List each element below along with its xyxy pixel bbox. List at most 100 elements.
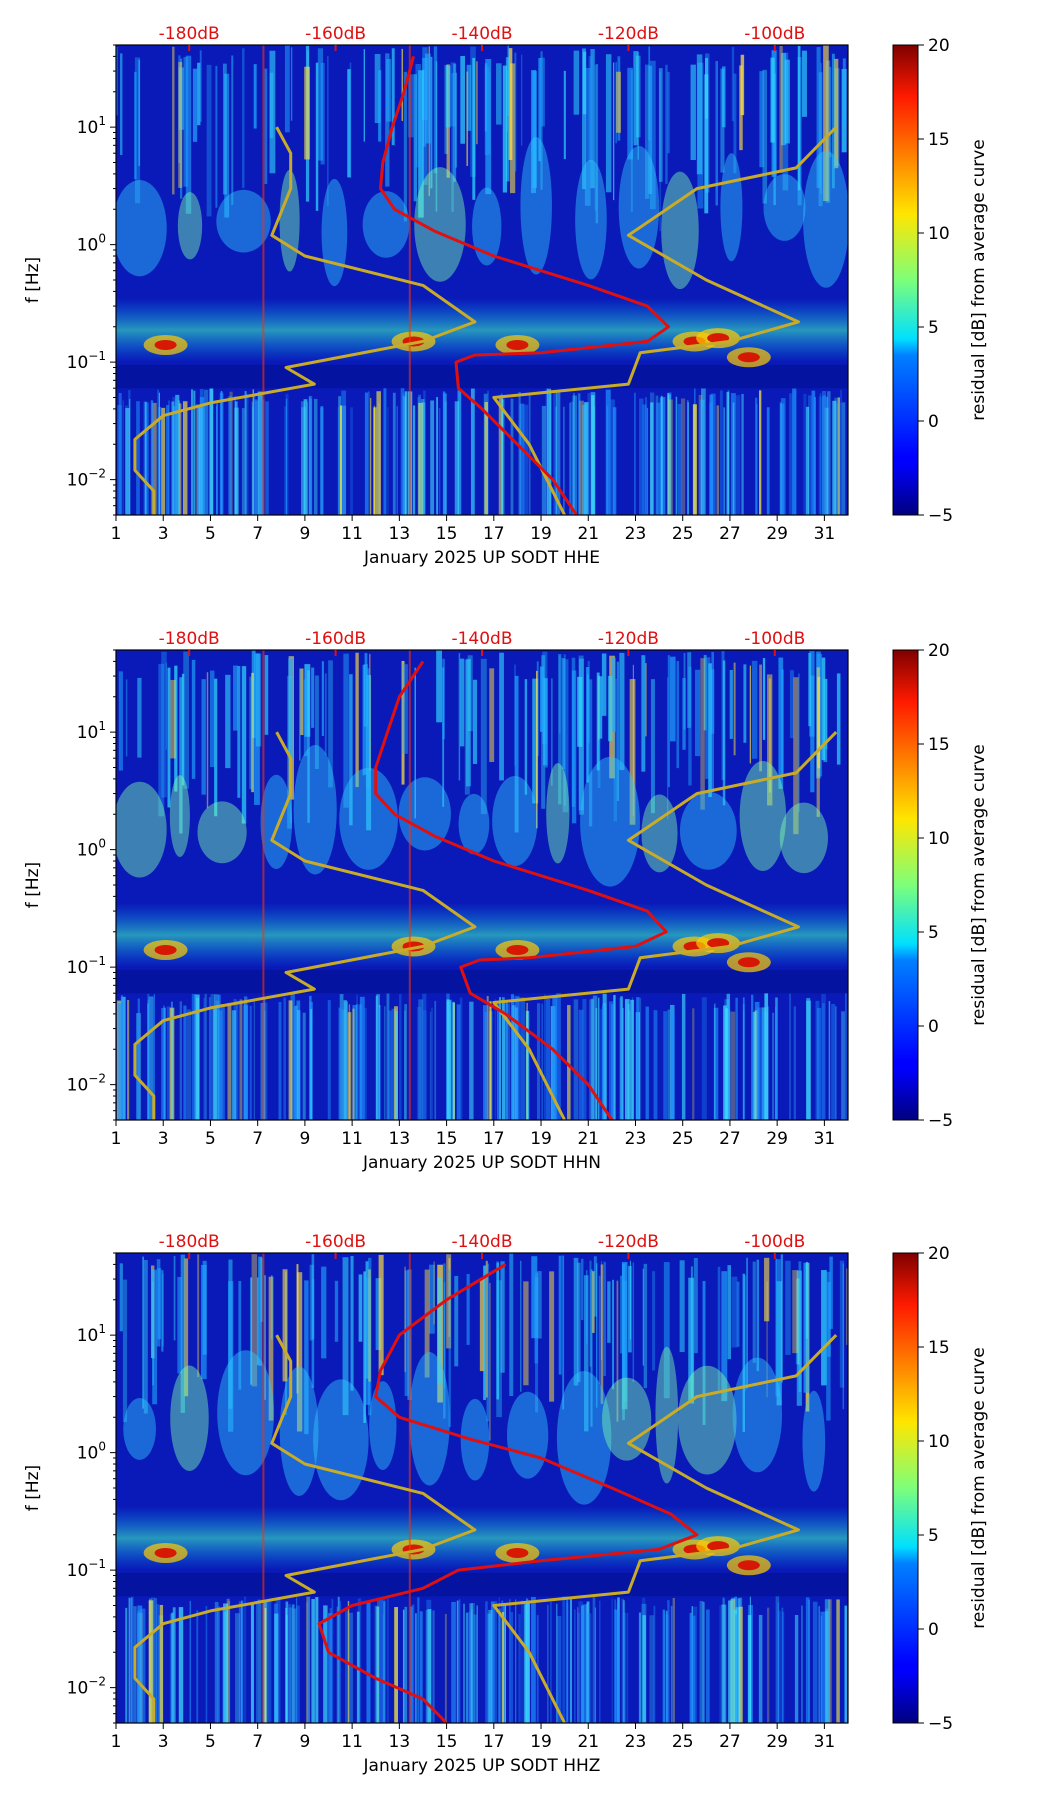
upper-streak (225, 674, 231, 769)
upper-streak (296, 1264, 299, 1394)
upper-streak (125, 679, 128, 757)
low-streak (366, 1601, 371, 1723)
low-streak (728, 1600, 733, 1723)
upper-streak (641, 655, 646, 772)
low-streak (825, 1608, 830, 1723)
upper-streak (612, 62, 615, 201)
low-streak (364, 392, 369, 515)
low-streak (285, 393, 289, 515)
upper-streak (349, 674, 353, 826)
upper-streak (185, 55, 192, 214)
low-streak (614, 1599, 616, 1723)
low-streak (373, 407, 376, 515)
low-streak (399, 994, 402, 1120)
low-streak (128, 1598, 130, 1723)
low-streak (404, 1010, 406, 1120)
y-tick-base: 10 (77, 1326, 99, 1346)
low-streak (594, 1607, 597, 1723)
dark-band (116, 1572, 848, 1597)
low-streak (766, 407, 770, 515)
top-db-label: -100dB (744, 24, 805, 44)
low-streak (546, 388, 552, 515)
colorbar (892, 44, 919, 516)
low-streak (553, 1009, 555, 1120)
upper-streak (458, 653, 461, 781)
low-streak (191, 389, 194, 515)
plume (260, 774, 293, 870)
low-streak (456, 1600, 459, 1723)
colorbar-tick-label: 20 (928, 36, 950, 56)
upper-streak (652, 1271, 656, 1371)
low-streak (706, 1609, 710, 1723)
low-streak (173, 406, 177, 515)
upper-streak (496, 1262, 500, 1400)
low-streak (204, 404, 209, 515)
low-streak (300, 401, 305, 515)
low-streak (171, 1612, 174, 1723)
upper-streak (693, 1257, 698, 1354)
low-streak (278, 1001, 282, 1120)
low-streak (841, 402, 846, 515)
low-streak (377, 1598, 379, 1723)
x-axis-label: January 2025 UP SODT HHN (362, 1153, 601, 1173)
low-streak (563, 406, 565, 515)
low-streak (159, 1604, 164, 1723)
upper-streak (288, 658, 293, 759)
low-streak (199, 397, 205, 515)
y-tick-label: 101 (77, 719, 106, 743)
low-streak (396, 406, 398, 515)
upper-streak (749, 665, 751, 764)
top-db-label: -160dB (305, 629, 366, 649)
upper-streak (797, 45, 801, 191)
low-streak (622, 1008, 624, 1120)
upper-streak (415, 63, 422, 168)
upper-streak (573, 1257, 579, 1386)
plume (169, 775, 190, 857)
upper-streak (206, 672, 209, 809)
upper-streak (264, 68, 268, 184)
low-streak (223, 1603, 228, 1723)
upper-streak (454, 1275, 459, 1367)
upper-streak (642, 1268, 645, 1366)
low-streak (622, 1612, 627, 1723)
low-streak (163, 1005, 165, 1120)
low-streak (402, 395, 405, 515)
upper-streak (823, 45, 829, 202)
upper-streak (820, 62, 822, 194)
upper-streak (327, 56, 329, 207)
low-streak (264, 1607, 267, 1723)
upper-streak (595, 63, 599, 224)
upper-streak (455, 72, 457, 168)
low-streak (504, 1604, 506, 1723)
low-streak (197, 405, 200, 515)
low-streak (642, 404, 647, 515)
low-streak (608, 1001, 614, 1120)
upper-streak (465, 658, 471, 787)
x-tick-label: 9 (299, 1129, 310, 1149)
low-streak (216, 1606, 220, 1723)
upper-streak (509, 1253, 514, 1396)
upper-streak (736, 1281, 740, 1347)
low-streak (219, 392, 224, 515)
colorbar (892, 1252, 919, 1724)
red-psd-curve (374, 660, 668, 1120)
low-streak (216, 406, 218, 515)
low-streak (825, 396, 828, 515)
low-streak (777, 1610, 781, 1723)
low-streak (675, 396, 678, 515)
low-streak (692, 1008, 695, 1120)
low-streak (677, 404, 682, 515)
low-streak (683, 1002, 685, 1120)
low-streak (510, 994, 515, 1120)
low-streak (801, 1605, 803, 1723)
upper-streak (551, 678, 553, 786)
top-db-label: -160dB (305, 1232, 366, 1252)
low-streak (716, 405, 719, 515)
low-streak (402, 1609, 405, 1723)
low-streak (296, 1010, 301, 1120)
upper-streak (839, 1260, 845, 1388)
upper-streak (445, 65, 451, 128)
low-streak (582, 1604, 587, 1723)
upper-streak (577, 676, 583, 747)
